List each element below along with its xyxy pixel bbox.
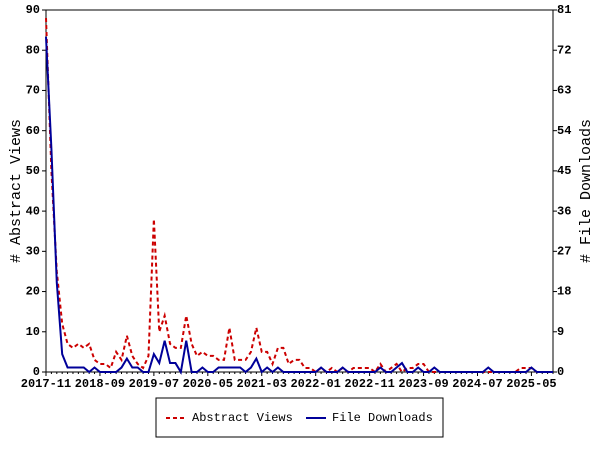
series-line (45, 18, 553, 374)
x-tick-label: 2021-03 (237, 377, 287, 391)
y2-tick-label: 72 (557, 43, 571, 57)
y-tick-label: 20 (26, 285, 40, 299)
y2-tick-label: 45 (557, 164, 571, 178)
y-axis-label: # Abstract Views (8, 119, 25, 263)
y2-tick-label: 81 (557, 3, 571, 17)
y-tick-label: 70 (26, 84, 40, 98)
y2-tick-label: 0 (557, 365, 564, 379)
y2-tick-label: 9 (557, 325, 564, 339)
y-tick-label: 90 (26, 3, 40, 17)
x-tick-label: 2017-11 (21, 377, 71, 391)
x-tick-label: 2022-01 (290, 377, 340, 391)
legend-box (155, 397, 444, 438)
y2-tick-label: 54 (557, 124, 571, 138)
y-tick-label: 60 (26, 124, 40, 138)
x-tick-label: 2020-05 (183, 377, 233, 391)
y2-tick-label: 36 (557, 204, 571, 218)
series-line (45, 36, 553, 375)
y-tick-label: 80 (26, 43, 40, 57)
x-tick-label: 2018-09 (75, 377, 125, 391)
x-tick-label: 2022-11 (344, 377, 394, 391)
y-tick-label: 0 (33, 365, 40, 379)
y-tick-label: 40 (26, 204, 40, 218)
plot-frame (45, 9, 554, 373)
legend-label: File Downloads (332, 411, 433, 425)
x-tick-label: 2025-05 (506, 377, 556, 391)
x-tick-label: 2023-09 (398, 377, 448, 391)
y2-axis-label: # File Downloads (578, 119, 595, 263)
legend-label: Abstract Views (192, 411, 293, 425)
y-tick-label: 10 (26, 325, 40, 339)
y2-tick-label: 27 (557, 245, 571, 259)
y2-tick-label: 63 (557, 84, 571, 98)
y-tick-label: 50 (26, 164, 40, 178)
x-tick-label: 2024-07 (452, 377, 502, 391)
y2-tick-label: 18 (557, 285, 571, 299)
y-tick-label: 30 (26, 245, 40, 259)
x-tick-label: 2019-07 (129, 377, 179, 391)
